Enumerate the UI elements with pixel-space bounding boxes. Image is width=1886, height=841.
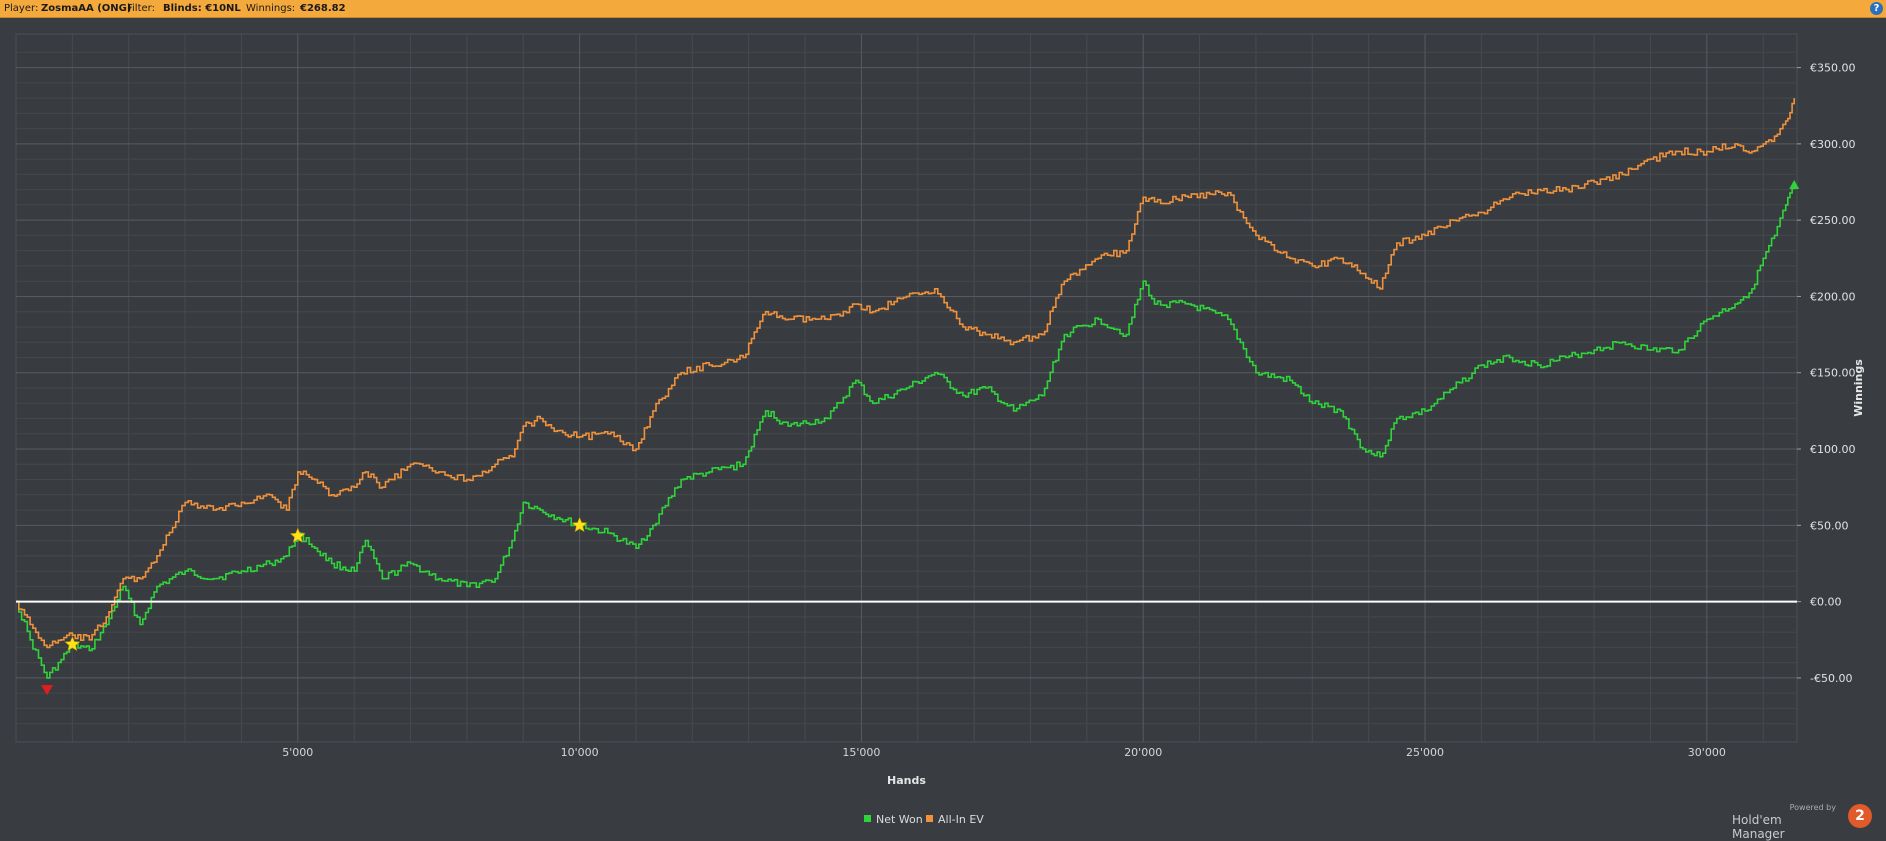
winnings-value: €268.82 [300,3,346,14]
high-point-marker [1789,180,1800,190]
x-tick-label: 20'000 [1124,746,1162,759]
chart-legend: Net Won All-In EV [0,813,1886,829]
hm2-logo-icon: 2 [1848,804,1872,828]
legend-label-all-in-ev: All-In EV [938,813,984,826]
x-tick-label: 15'000 [842,746,880,759]
legend-item-all-in-ev[interactable]: All-In EV [926,813,984,826]
series-line-net-won [16,186,1795,679]
low-point-marker [40,685,53,696]
header-bar: Player: ZosmaAA (ONG) Filter: Blinds: €1… [0,0,1886,18]
y-tick-label: €50.00 [1810,519,1849,532]
powered-by-text: Powered by [1789,803,1836,812]
y-tick-label: -€50.00 [1810,672,1852,685]
player-label: Player: [4,3,39,14]
series-line-all-in-ev [16,98,1795,649]
star-marker [289,527,306,543]
product-name: Hold'em Manager [1732,813,1785,841]
star-marker [64,636,81,652]
winnings-chart: 5'000 10'000 15'000 20'000 25'000 30'000 -€50.… [15,33,1865,787]
y-tick-label: €200.00 [1810,290,1856,303]
y-tick-label: €250.00 [1810,214,1856,227]
y-tick-label: €150.00 [1810,367,1856,380]
y-tick-label: €100.00 [1810,443,1856,456]
legend-swatch-net-won [864,815,871,822]
brand-logo: Powered by Hold'em Manager 2 [1732,803,1872,841]
help-icon[interactable]: ? [1870,2,1883,15]
filter-label: Filter: [127,3,155,14]
legend-label-net-won: Net Won [876,813,923,826]
star-marker [571,517,588,533]
y-axis-title: Winnings [1852,359,1865,417]
legend-item-net-won[interactable]: Net Won [864,813,923,826]
x-tick-label: 5'000 [282,746,313,759]
x-tick-label: 25'000 [1406,746,1444,759]
player-value: ZosmaAA (ONG) [41,3,132,14]
x-tick-label: 10'000 [561,746,599,759]
y-tick-label: €300.00 [1810,138,1856,151]
x-axis-title: Hands [887,774,926,787]
y-tick-label: €350.00 [1810,62,1856,75]
filter-value: Blinds: €10NL [163,3,241,14]
winnings-label: Winnings: [246,3,296,14]
x-tick-label: 30'000 [1688,746,1726,759]
y-tick-label: €0.00 [1810,596,1842,609]
legend-swatch-all-in-ev [926,815,933,822]
